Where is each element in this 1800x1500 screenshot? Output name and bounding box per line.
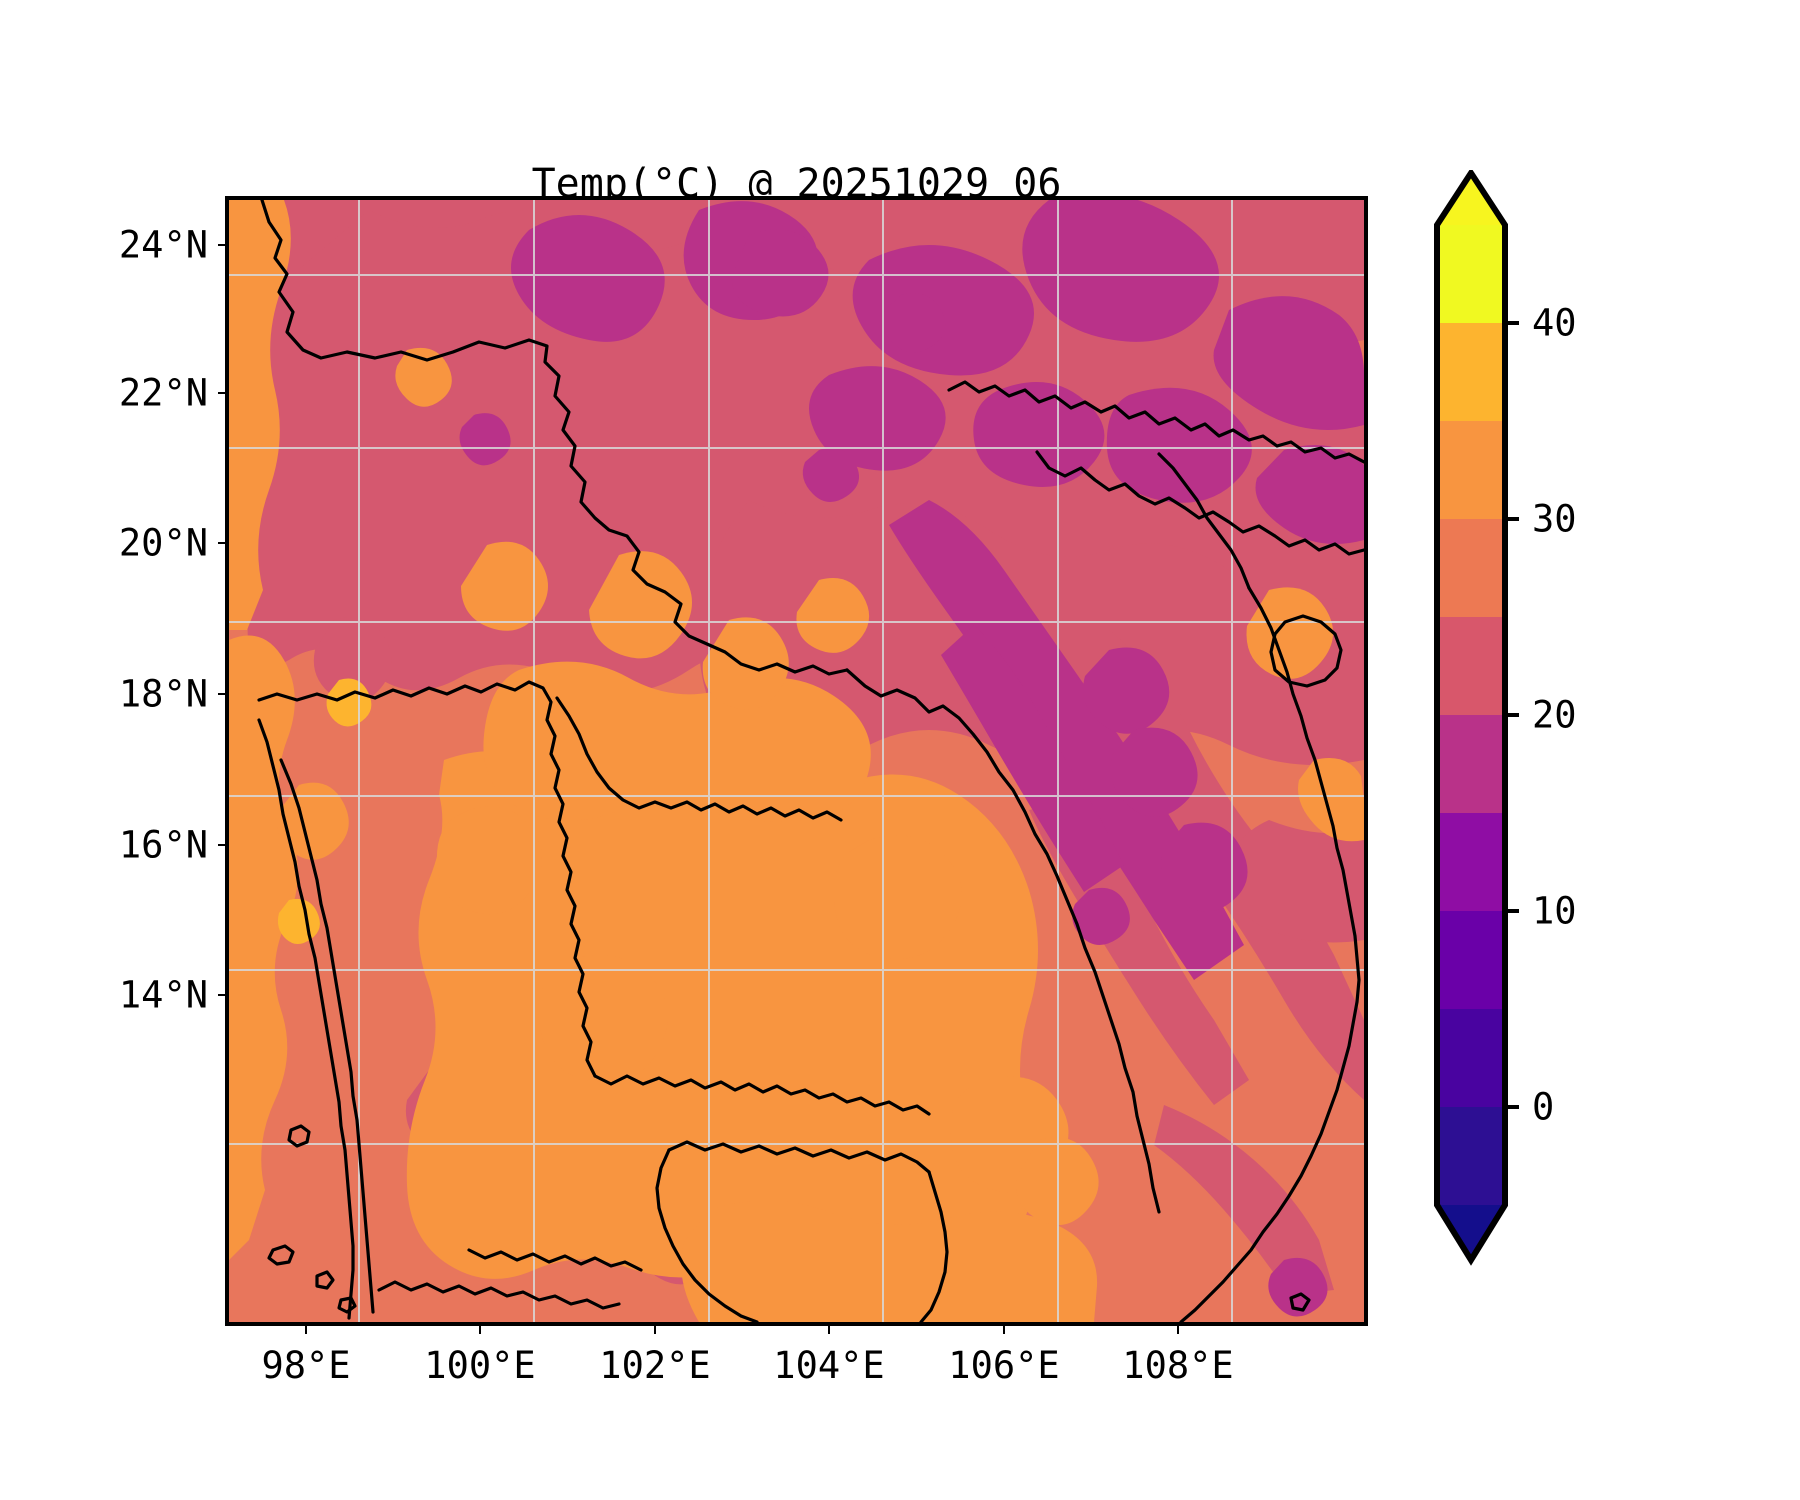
ytick-mark-24n	[218, 244, 226, 246]
cbtick-mark-40	[1502, 321, 1519, 325]
colorbar-svg	[1434, 170, 1508, 1266]
xtick-mark-100e	[479, 1326, 481, 1334]
colorbar-band-15-20	[1437, 715, 1505, 813]
contour-band-30-35	[229, 200, 1364, 1322]
colorbar-band-10-15	[1437, 813, 1505, 911]
colorbar-band-40-45	[1437, 225, 1505, 323]
cbtick-label-30: 30	[1532, 497, 1577, 541]
xtick-mark-104e	[828, 1326, 830, 1334]
ytick-label-20n: 20°N	[118, 521, 208, 565]
colorbar-band-5-10	[1437, 911, 1505, 1009]
ytick-label-24n: 24°N	[118, 223, 208, 267]
xtick-label-106e: 106°E	[948, 1344, 1060, 1387]
cbtick-mark-0	[1502, 1105, 1519, 1109]
xtick-mark-98e	[305, 1326, 307, 1334]
ytick-mark-14n	[218, 994, 226, 996]
xtick-label-98e: 98°E	[261, 1344, 351, 1387]
colorbar-band-25-30	[1437, 519, 1505, 617]
cbtick-label-40: 40	[1532, 301, 1577, 345]
colorbar-band-35-40	[1437, 323, 1505, 421]
xtick-label-108e: 108°E	[1122, 1344, 1234, 1387]
colorbar-band-0-5	[1437, 1009, 1505, 1107]
xtick-mark-102e	[654, 1326, 656, 1334]
xtick-label-100e: 100°E	[424, 1344, 536, 1387]
colorbar-band-minus5-0	[1437, 1107, 1505, 1205]
cbtick-label-0: 0	[1532, 1085, 1555, 1129]
map-gridlines	[229, 200, 1364, 1322]
ytick-mark-22n	[218, 392, 226, 394]
colorbar-outline	[1434, 170, 1508, 1266]
colorbar-band-20-25	[1437, 617, 1505, 715]
map-plot-area	[225, 196, 1368, 1326]
temperature-contour-map	[229, 200, 1364, 1322]
ytick-label-18n: 18°N	[118, 672, 208, 716]
contour-band-15-20	[459, 200, 1364, 1317]
cbtick-label-10: 10	[1532, 889, 1577, 933]
cbtick-label-20: 20	[1532, 693, 1577, 737]
ytick-mark-20n	[218, 542, 226, 544]
colorbar-over-arrow	[1437, 173, 1505, 225]
temperature-colorbar	[1432, 170, 1510, 1356]
xtick-label-102e: 102°E	[599, 1344, 711, 1387]
ytick-mark-16n	[218, 844, 226, 846]
colorbar-band-30-35	[1437, 421, 1505, 519]
cbtick-mark-30	[1502, 517, 1519, 521]
cbtick-mark-20	[1502, 713, 1519, 717]
cbtick-mark-10	[1502, 909, 1519, 913]
coastline-and-border-lines	[257, 200, 1364, 1322]
xtick-label-104e: 104°E	[773, 1344, 885, 1387]
colorbar-under-arrow	[1437, 1205, 1505, 1260]
ytick-label-22n: 22°N	[118, 371, 208, 415]
ytick-label-14n: 14°N	[118, 973, 208, 1017]
xtick-mark-106e	[1003, 1326, 1005, 1334]
xtick-mark-108e	[1177, 1326, 1179, 1334]
ytick-mark-18n	[218, 693, 226, 695]
ytick-label-16n: 16°N	[118, 823, 208, 867]
